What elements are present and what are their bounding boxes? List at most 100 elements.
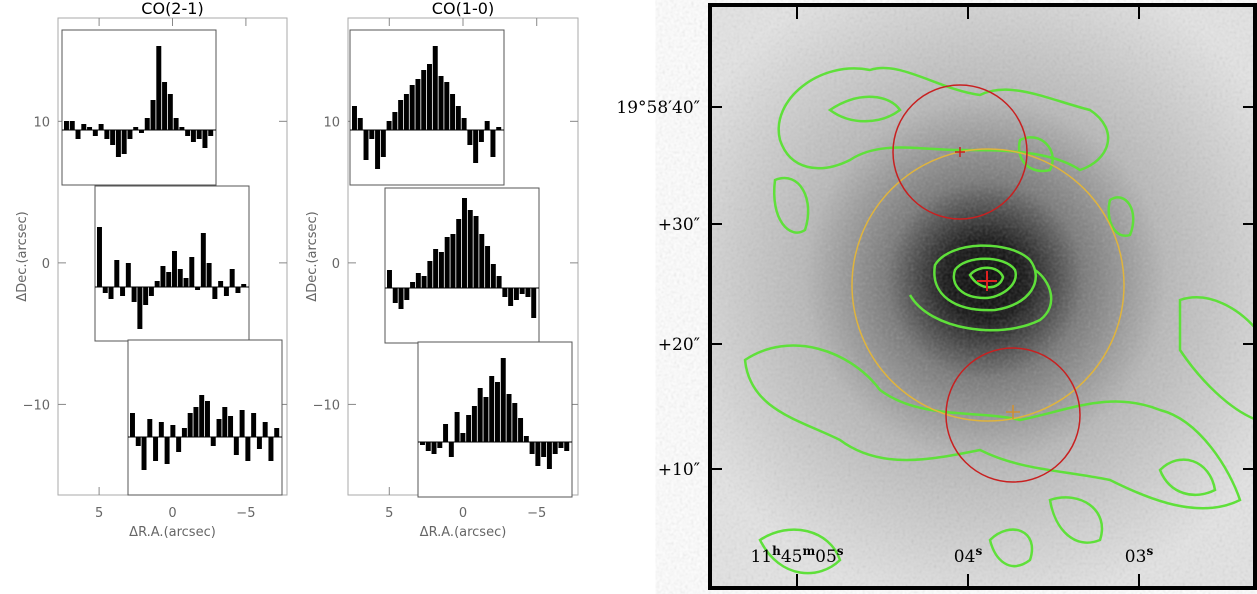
spectrum-bar [467,130,473,145]
spectrum-bar [153,437,159,461]
dec-label: +30″ [658,215,700,235]
spectrum-bar [380,130,386,157]
spectrum-bar [75,130,81,139]
ra-label: 04s [954,544,983,567]
x-tick-label: 5 [95,506,103,521]
spectrum-bar [415,79,421,130]
spectrum-bar [239,410,245,437]
contours [743,66,1255,575]
y-tick-label: −10 [23,398,50,413]
ra-unit: s [975,544,982,558]
spectrum-bar [158,422,164,437]
ra-unit: s [1146,544,1153,558]
spectrum-bar [137,287,143,329]
spectrum-bar [64,121,69,130]
spectrum-bar [245,437,251,461]
sky-image [708,3,1257,590]
spectrum-bar [427,261,433,288]
spectrum-bar [164,437,170,464]
spectrum-bar [251,413,257,437]
x-axis-label: ΔR.A.(arcsec) [129,525,216,540]
x-tick-label: 0 [168,506,176,521]
spectrum-bar [170,425,176,437]
spectrum-bar [386,121,392,130]
spectrum-bar [135,437,141,446]
spectrum-bar [512,403,518,442]
spectrum-bar [190,130,196,142]
spectrum-bar [444,82,450,130]
spectrum-bar [357,118,363,130]
spectrum-bar [177,269,183,287]
spectrum-bar [121,130,127,154]
spectrum-bar [160,266,166,287]
spectrum-bar [130,413,135,437]
spectrum-bar [195,287,201,290]
x-tick-label: −5 [236,506,255,521]
spectrum-bar [387,270,392,288]
spectrum-bar [496,127,502,130]
spectrum-bar [352,106,357,130]
beam-circle [851,148,1125,422]
spectrum-bar [369,130,375,139]
dec-label: +10″ [658,460,700,480]
center-cross [955,147,965,157]
ra-value: 04 [954,547,976,567]
spectrum-bar [398,288,404,309]
spectrum-bar [104,130,110,139]
spectrum-bar [262,422,268,437]
spectrum-bar [496,276,502,288]
spectrum-bar [133,127,139,130]
spectrum-bar [154,281,160,287]
spectrum-bar [450,234,456,288]
spectrum-bar [208,130,214,136]
spectrum-bar [233,437,239,455]
panel-title: CO(2-1) [141,0,203,18]
beam-circle [892,84,1028,220]
spectrum-bar [427,64,432,130]
ra-label: 03s [1125,544,1154,567]
spectrum-bar [425,442,431,451]
spectrum-bar [461,118,467,130]
spectrum-bar [518,418,524,442]
ra-unit: h [772,544,781,558]
spectrum-bar [274,428,280,437]
y-tick-label: 10 [33,115,50,130]
spectrum-bar [438,252,444,288]
spectrum-bar [120,287,126,296]
spectrum-bar [420,442,425,445]
spectrum-bar [141,437,147,470]
spectrum-bar [448,442,454,457]
panel-title: CO(1-0) [432,0,494,18]
spectrum-bar [375,130,381,169]
spectrum-bar [392,288,398,303]
y-tick-label: 10 [323,115,340,130]
spectrum-bar [455,106,461,130]
spectrum-bar [127,130,133,139]
spectrum-bar [483,397,489,442]
spectrum-bar [181,428,187,437]
spectrum-bar [179,127,185,130]
spectrum-bar [523,436,529,442]
y-tick-label: −10 [313,398,340,413]
spectrum-bar [454,412,460,442]
spectrum-bar [506,394,512,442]
ra-value: 03 [1125,547,1147,567]
spectrum-bar [484,121,490,130]
spectrum-bar [235,287,241,293]
spectrum-bar [199,395,205,437]
spectrum-bar [176,437,182,452]
y-axis-label: ΔDec.(arcsec) [15,211,30,301]
spectrum-bar [212,287,218,299]
spectrum-bar [477,388,483,442]
spectrum-bar [462,198,467,288]
ra-value: 45 [781,547,803,567]
spectrum-bar [256,437,262,449]
spectrum-bar [490,130,496,157]
spectrum-bar [144,118,150,130]
spectrum-bar [196,130,202,139]
spectrum-bar [216,419,222,437]
spectrum-bar [222,407,228,437]
spectrum-bar [485,246,491,288]
spectrum-bar [268,437,274,461]
